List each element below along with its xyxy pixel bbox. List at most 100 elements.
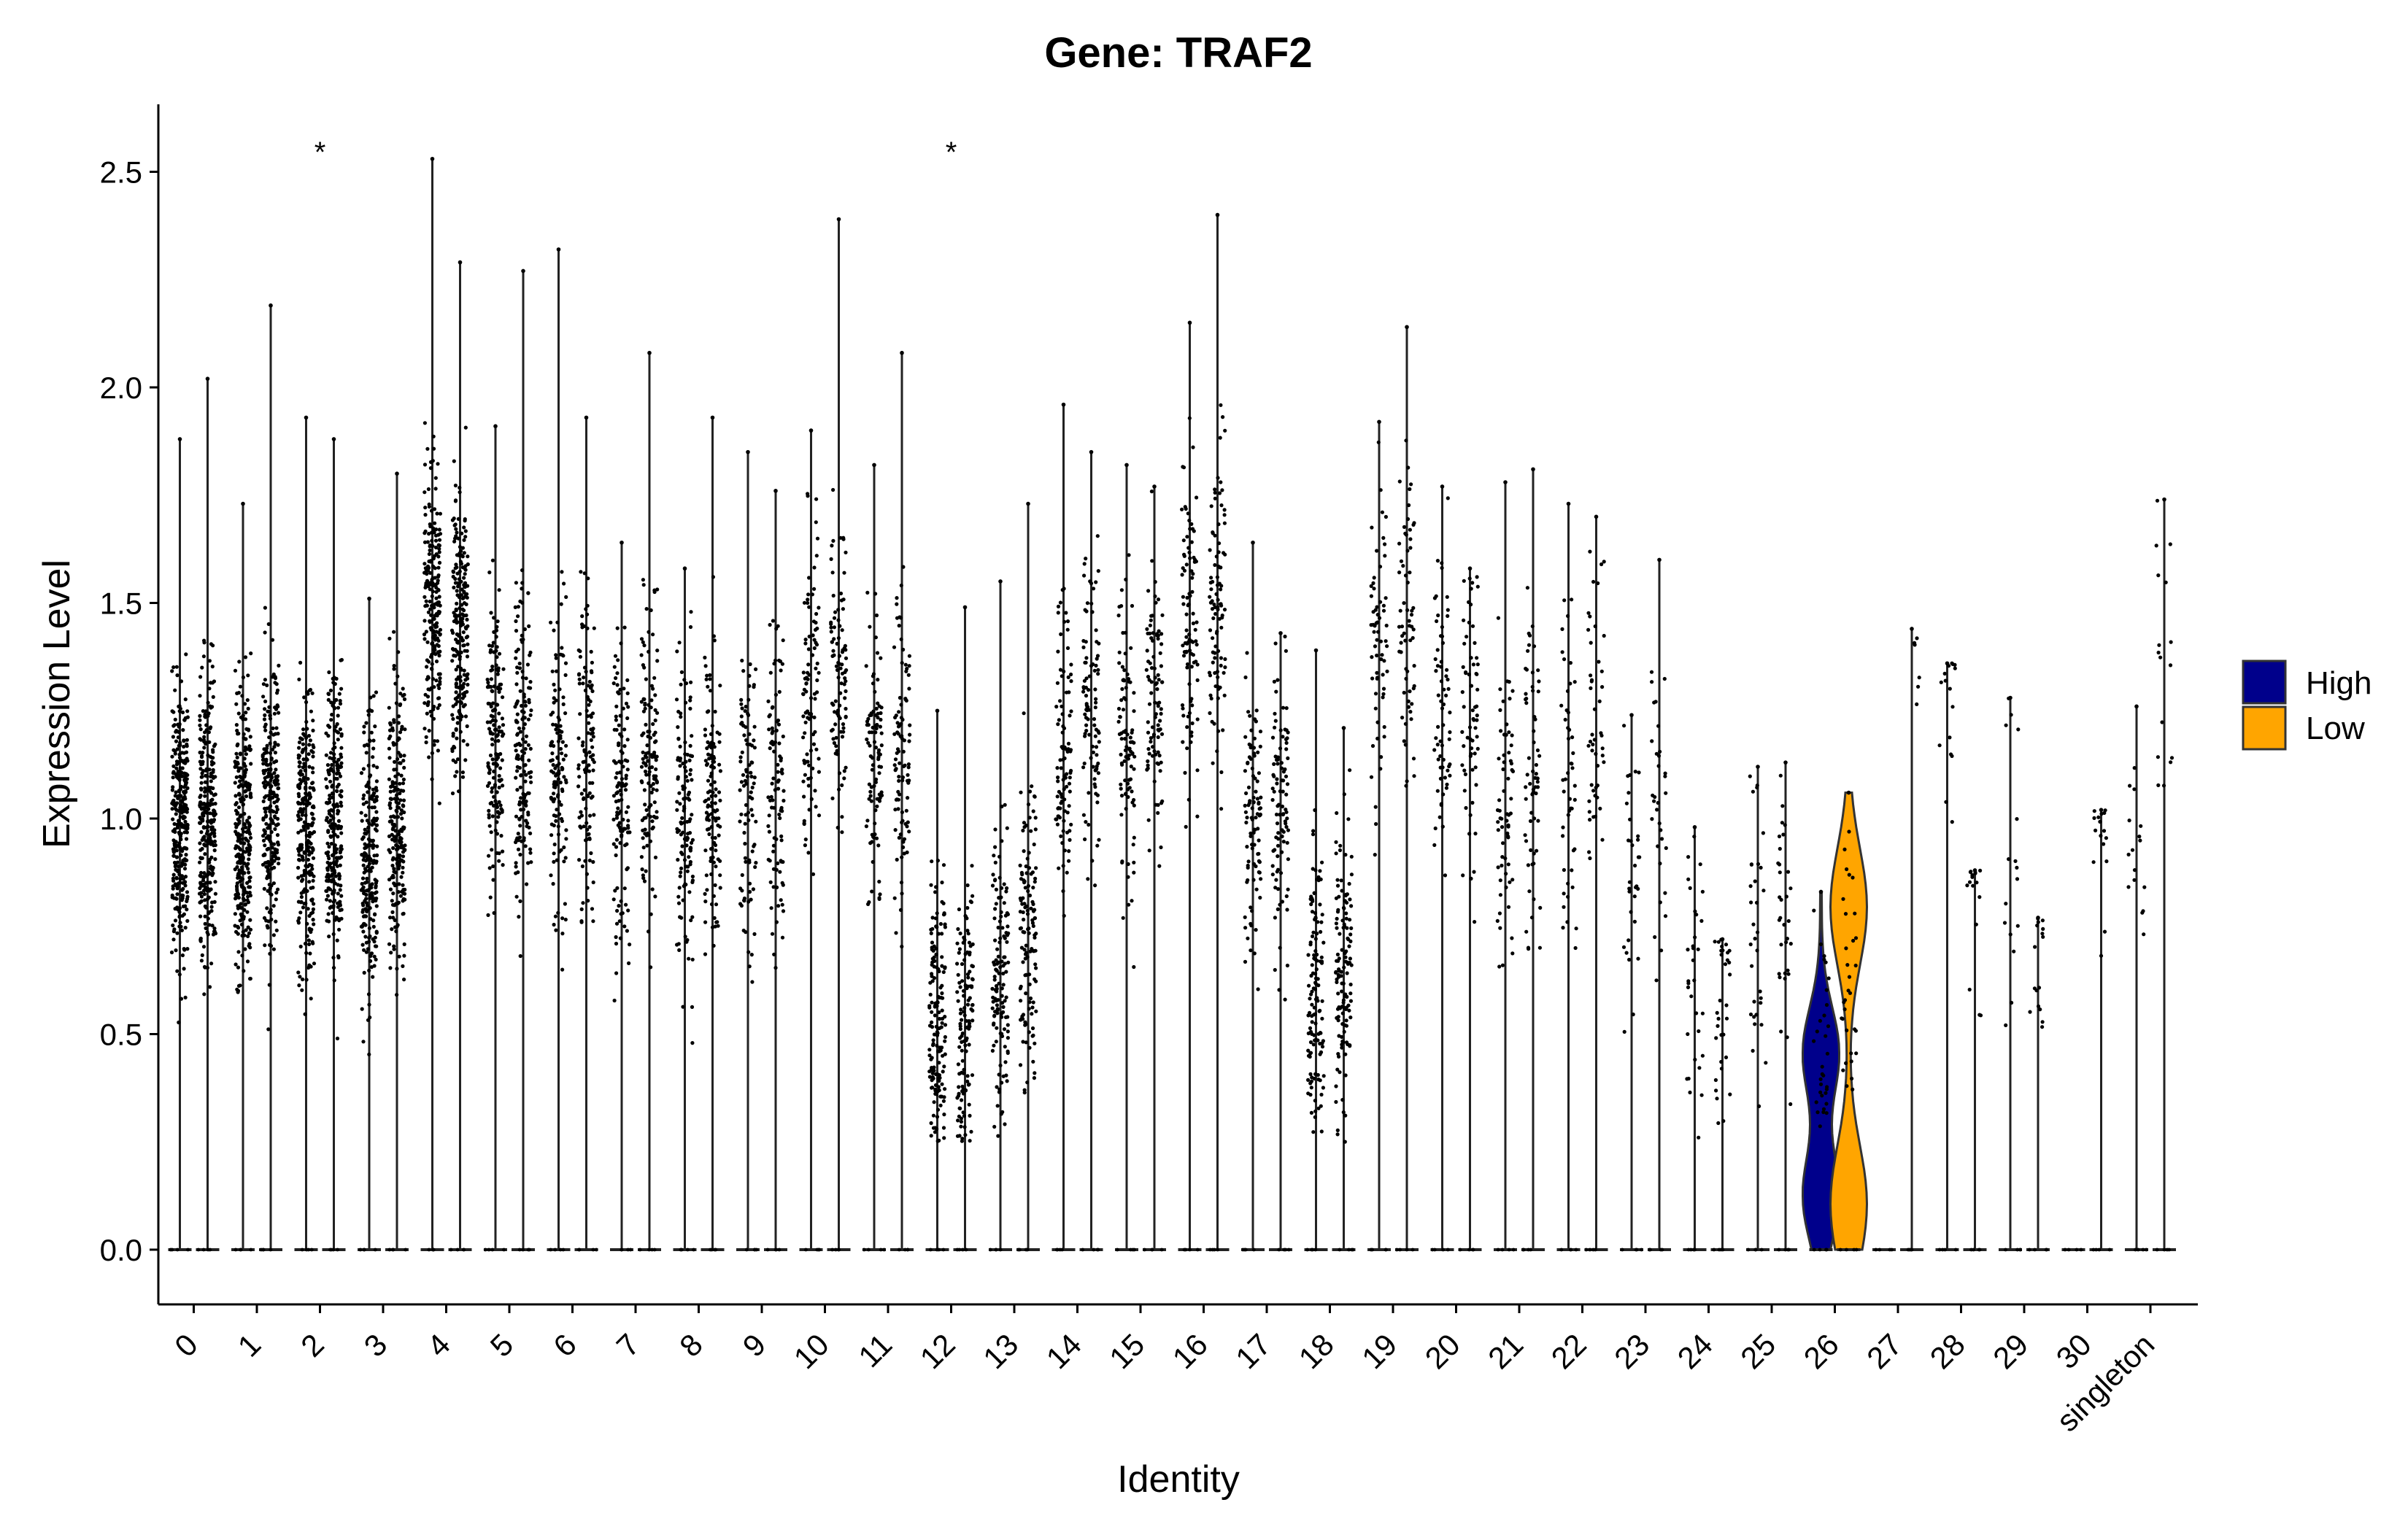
max-point (1061, 402, 1066, 407)
data-point (434, 659, 439, 664)
data-point (1245, 845, 1249, 849)
data-point (620, 759, 624, 764)
data-point (1506, 823, 1510, 827)
data-point (942, 1095, 946, 1099)
data-point (1441, 702, 1446, 707)
data-point (372, 964, 377, 968)
data-point (206, 787, 210, 792)
data-point (277, 856, 281, 861)
data-point (185, 894, 190, 899)
data-point (1691, 958, 1695, 962)
data-point (491, 762, 495, 766)
data-point (1375, 720, 1380, 724)
data-point (432, 685, 436, 689)
data-point (177, 778, 182, 782)
data-point (1125, 781, 1130, 786)
data-point (460, 546, 466, 550)
data-point (450, 518, 455, 522)
data-point (1565, 689, 1570, 694)
data-point (1006, 1051, 1010, 1055)
data-point (268, 951, 272, 956)
data-point (750, 980, 755, 984)
data-point (877, 792, 881, 797)
zero-point (866, 1247, 871, 1252)
data-point (305, 799, 309, 803)
data-point (875, 804, 879, 808)
data-point (368, 867, 373, 872)
data-point (1438, 776, 1443, 781)
data-point (1308, 1051, 1313, 1056)
data-point (810, 592, 814, 597)
data-point (309, 898, 314, 902)
max-point (1251, 540, 1255, 545)
max-point (1692, 825, 1697, 829)
data-point (296, 756, 301, 760)
data-point (1311, 934, 1315, 939)
data-point (1562, 789, 1566, 794)
data-point (177, 819, 181, 823)
data-point (437, 801, 441, 805)
data-point (366, 992, 371, 997)
data-point (688, 767, 693, 773)
data-point (299, 874, 304, 878)
data-point (2015, 877, 2020, 881)
data-point (274, 682, 279, 686)
data-point (625, 929, 630, 933)
data-point (243, 702, 247, 706)
data-point (428, 709, 433, 714)
data-point (684, 882, 688, 887)
data-point (1443, 873, 1448, 878)
data-point (362, 970, 366, 975)
data-point (236, 766, 241, 770)
data-point (247, 875, 252, 880)
data-point (450, 713, 455, 717)
data-point (233, 781, 237, 785)
max-point (746, 449, 750, 454)
data-point (174, 790, 178, 794)
data-point (234, 794, 238, 798)
data-point (1132, 767, 1136, 771)
y-tick-label: 1.0 (100, 802, 142, 836)
data-point (1825, 1085, 1829, 1089)
data-point (332, 978, 336, 983)
data-point (390, 863, 395, 868)
data-point (616, 658, 620, 662)
data-point (935, 859, 940, 863)
data-point (618, 732, 622, 737)
zero-point (483, 1247, 487, 1252)
data-point (1195, 717, 1200, 721)
data-point (263, 678, 267, 682)
data-point (930, 1010, 934, 1014)
data-point (365, 743, 369, 747)
data-point (401, 964, 405, 968)
data-point (198, 723, 202, 727)
data-point (302, 762, 306, 766)
data-point (398, 781, 402, 786)
data-point (679, 670, 684, 675)
data-point (205, 805, 209, 810)
data-point (930, 1066, 934, 1070)
data-point (1120, 762, 1124, 767)
data-point (1440, 634, 1445, 638)
data-point (1187, 416, 1192, 420)
data-point (689, 918, 693, 923)
data-point (307, 942, 312, 946)
data-point (183, 819, 188, 824)
data-point (263, 784, 269, 788)
data-point (497, 773, 501, 778)
data-point (491, 701, 495, 705)
data-point (1373, 853, 1377, 857)
data-point (1058, 668, 1063, 672)
data-point (463, 758, 468, 762)
data-point (491, 878, 495, 882)
data-point (1509, 797, 1513, 801)
data-point (1374, 821, 1378, 827)
data-point (676, 894, 681, 899)
data-point (242, 736, 246, 740)
data-point (177, 873, 182, 877)
data-point (271, 904, 276, 908)
data-point (501, 784, 505, 788)
data-point (1189, 569, 1194, 573)
data-point (1375, 653, 1379, 658)
data-point (235, 691, 239, 696)
